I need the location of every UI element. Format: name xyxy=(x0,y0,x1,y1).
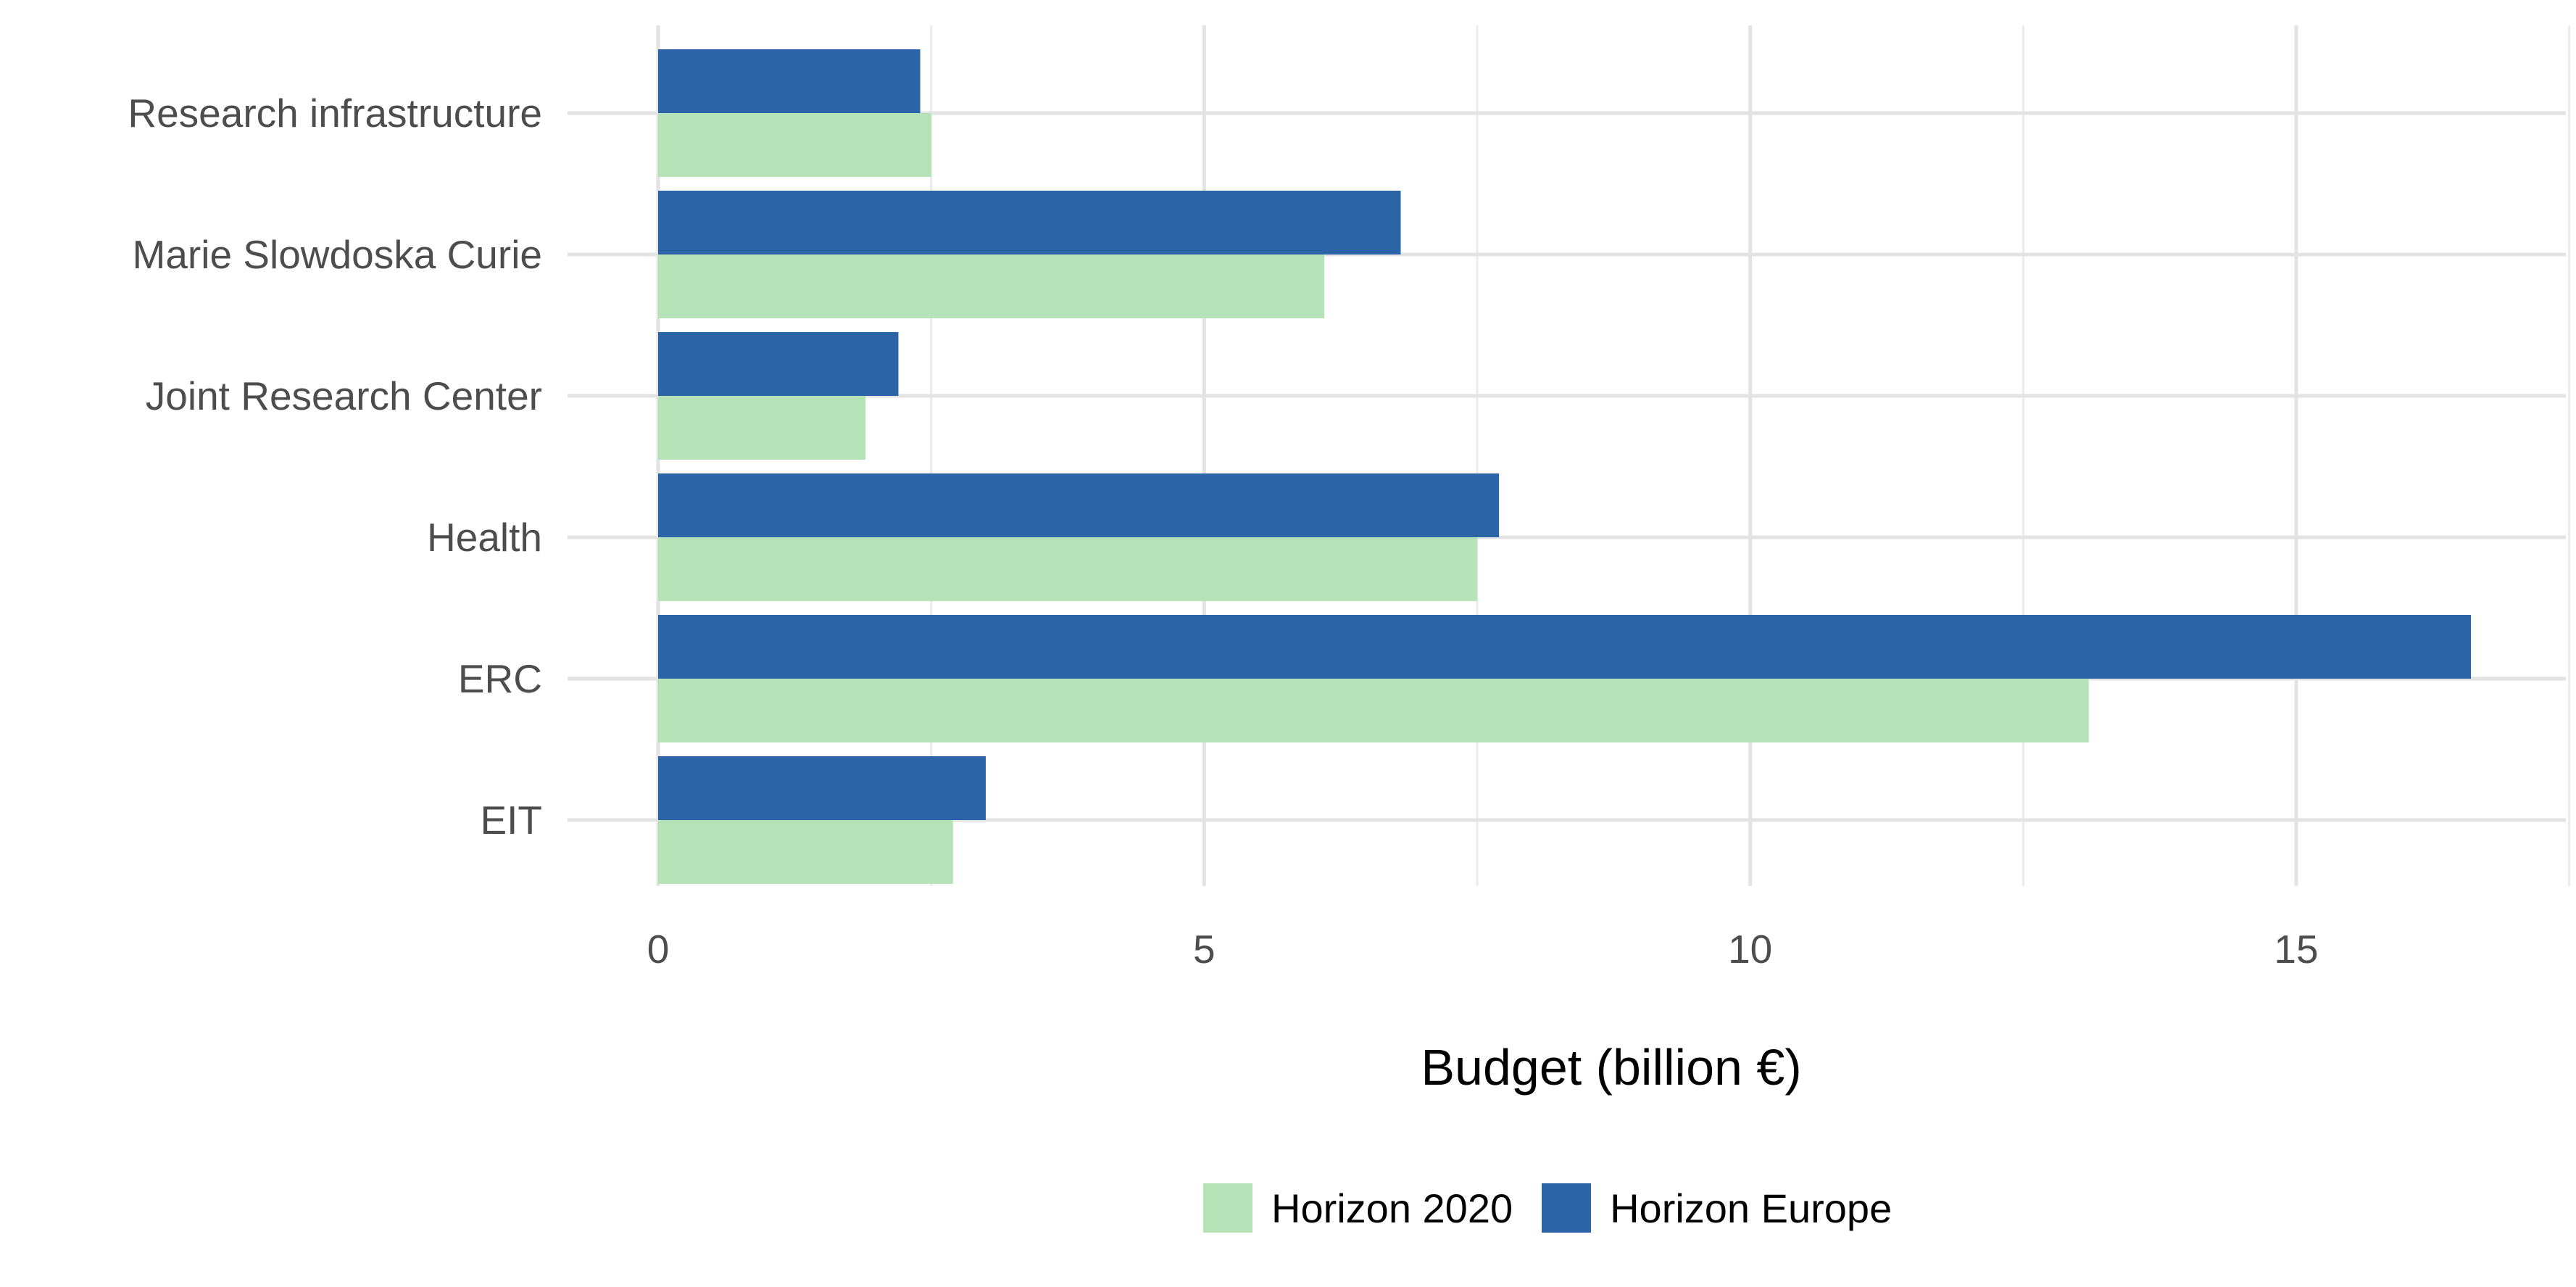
x-axis-title: Budget (billion €) xyxy=(1421,1039,1802,1096)
bar-horizon-2020-erc xyxy=(658,679,2089,742)
bar-horizon-europe-erc xyxy=(658,615,2472,679)
bar-horizon-2020-research-infrastructure xyxy=(658,113,931,177)
bar-horizon-europe-joint-research-center xyxy=(658,332,899,396)
y-tick-label-research-infrastructure: Research infrastructure xyxy=(128,91,542,136)
legend: Horizon 2020 Horizon Europe xyxy=(1203,1183,1921,1233)
bar-horizon-2020-eit xyxy=(658,820,953,884)
y-tick-label-joint-research-center: Joint Research Center xyxy=(146,373,542,418)
bar-horizon-europe-research-infrastructure xyxy=(658,49,921,113)
y-tick-label-marie-slowdoska-curie: Marie Slowdoska Curie xyxy=(133,232,543,277)
legend-label-horizon-europe: Horizon Europe xyxy=(1610,1185,1892,1231)
bar-horizon-2020-marie-slowdoska-curie xyxy=(658,254,1325,318)
legend-item-horizon-2020: Horizon 2020 xyxy=(1203,1183,1513,1233)
legend-swatch-horizon-europe xyxy=(1542,1183,1592,1233)
x-tick-label-0: 0 xyxy=(647,927,670,972)
bar-horizon-europe-eit xyxy=(658,756,986,820)
y-tick-label-erc: ERC xyxy=(458,656,542,701)
x-tick-label-15: 15 xyxy=(2274,927,2318,972)
bar-horizon-europe-health xyxy=(658,473,1500,537)
legend-label-horizon-2020: Horizon 2020 xyxy=(1271,1185,1513,1231)
x-tick-label-10: 10 xyxy=(1728,927,1772,972)
bar-horizon-2020-joint-research-center xyxy=(658,396,866,460)
y-tick-label-health: Health xyxy=(427,515,542,560)
bar-horizon-europe-marie-slowdoska-curie xyxy=(658,191,1401,254)
x-tick-label-5: 5 xyxy=(1193,927,1216,972)
bar-horizon-2020-health xyxy=(658,537,1477,601)
legend-swatch-horizon-2020 xyxy=(1203,1183,1252,1233)
y-tick-label-eit: EIT xyxy=(480,798,542,843)
legend-item-horizon-europe: Horizon Europe xyxy=(1542,1183,1892,1233)
